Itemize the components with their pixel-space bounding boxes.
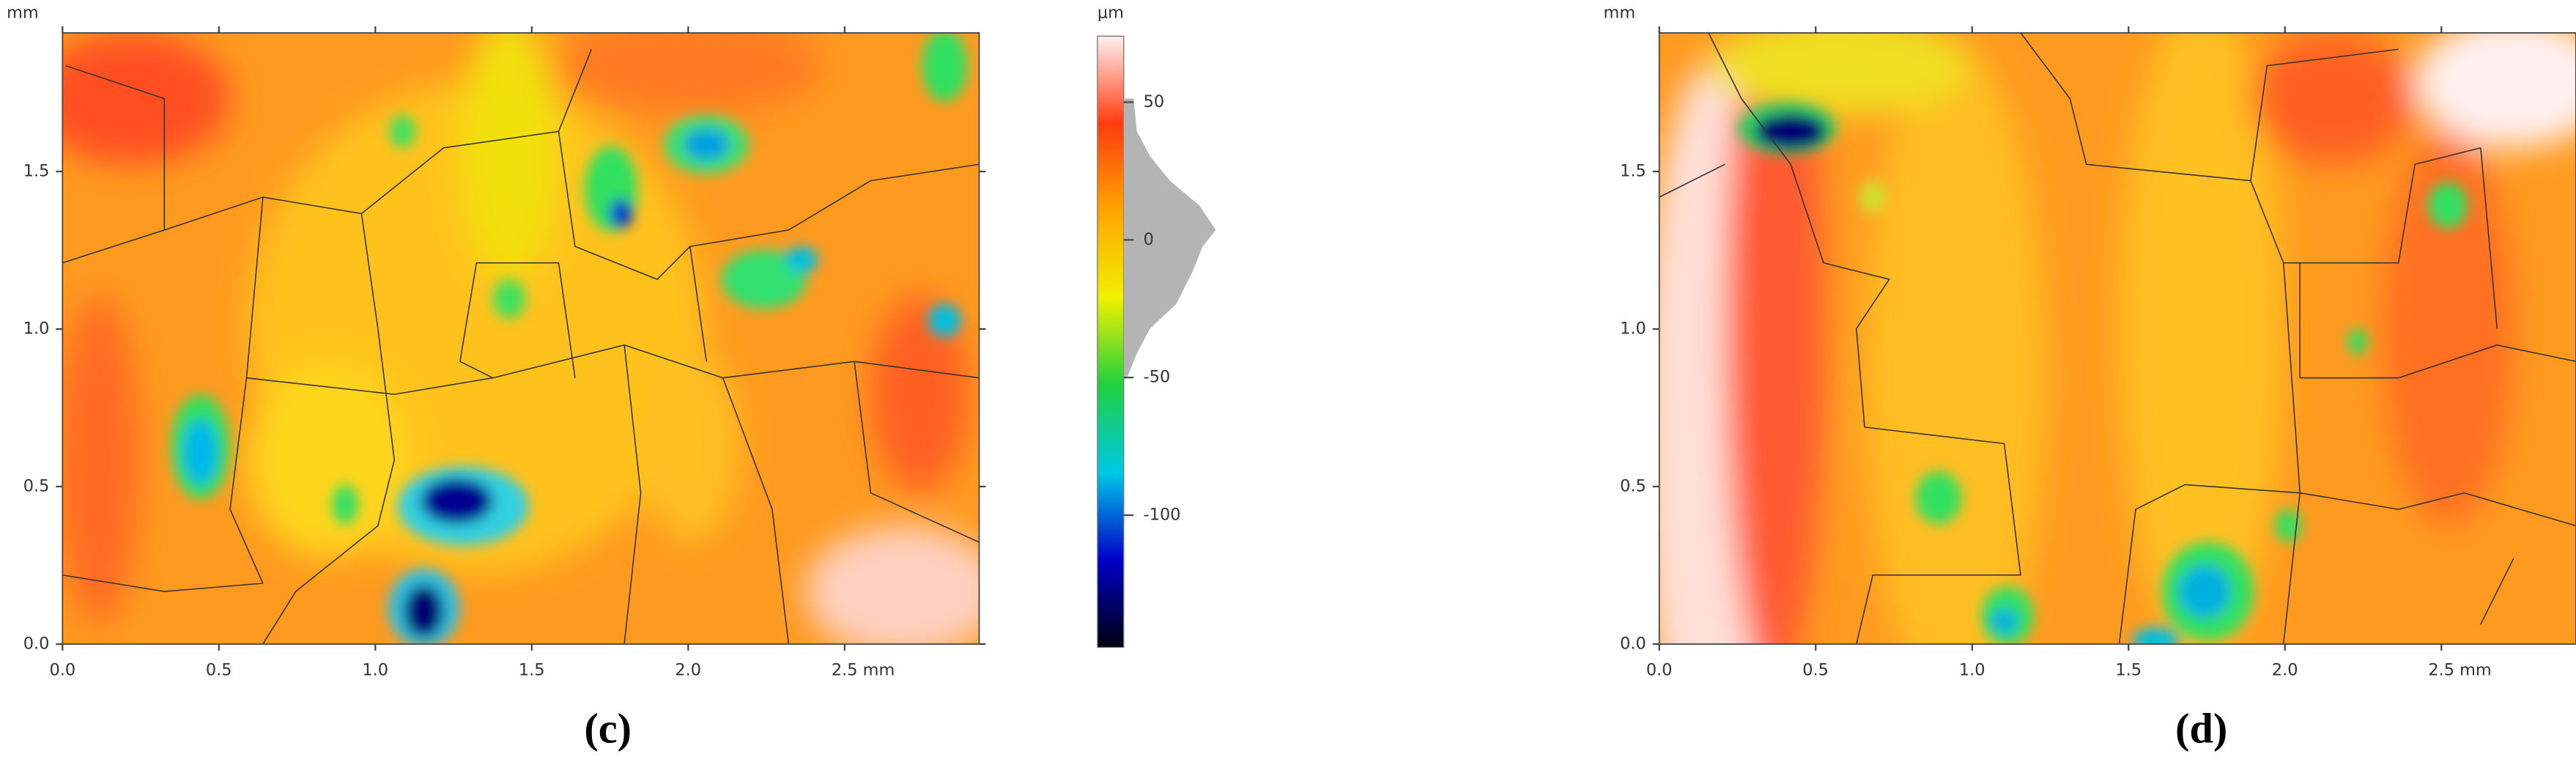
y-tick-label: 0.0 — [1620, 634, 1646, 653]
x-tick-label: 2.5 mm — [2428, 660, 2491, 679]
x-tick-label: 1.0 — [1959, 660, 1985, 679]
y-tick-label: 0.5 — [23, 476, 50, 495]
x-tick-label: 1.5 — [519, 660, 545, 679]
surface-map — [62, 32, 980, 644]
x-tick-label: 0.5 — [1802, 660, 1829, 679]
y-tick-label: 0.0 — [23, 634, 50, 653]
x-tick-label: 0.5 — [206, 660, 232, 679]
y-tick-label: 1.5 — [23, 162, 50, 181]
x-tick-label: 2.0 — [2272, 660, 2298, 679]
panel-label: (d) — [2175, 704, 2227, 752]
y-tick-label: 1.0 — [1620, 319, 1646, 338]
colorbar — [1097, 35, 1125, 648]
y-tick-label: 0.5 — [1620, 476, 1646, 495]
histogram — [1123, 98, 1216, 378]
plot-frame — [62, 32, 980, 645]
colorbar-unit: μm — [1098, 3, 1124, 22]
x-tick-label: 0.0 — [49, 660, 75, 679]
surface-map — [1659, 32, 2576, 644]
colorbar-tick-label: -50 — [1144, 368, 1171, 387]
y-tick-label: 1.0 — [23, 319, 50, 338]
x-tick-label: 2.5 mm — [832, 660, 895, 679]
x-tick-label: 1.0 — [362, 660, 388, 679]
x-tick-label: 0.0 — [1646, 660, 1673, 679]
y-axis-unit: mm — [1604, 3, 1636, 22]
panel-label: (c) — [584, 704, 632, 752]
colorbar-tick-label: -100 — [1144, 506, 1181, 525]
colorbar-tick-label: 0 — [1144, 230, 1154, 249]
colorbar-tick-label: 50 — [1144, 92, 1165, 111]
x-tick-label: 1.5 — [2115, 660, 2142, 679]
y-tick-label: 1.5 — [1620, 162, 1646, 181]
y-axis-unit: mm — [7, 3, 39, 22]
x-tick-label: 2.0 — [675, 660, 701, 679]
